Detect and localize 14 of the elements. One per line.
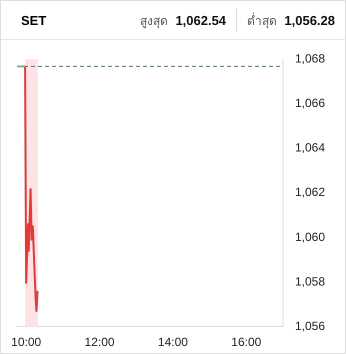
y-tick-label: 1,066: [294, 96, 326, 110]
x-tick-label: 14:00: [158, 335, 188, 350]
x-tick-label: 16:00: [231, 335, 262, 350]
y-tick-label: 1,062: [294, 185, 326, 200]
y-tick-label: 1,060: [294, 230, 326, 244]
y-tick-label: 1,056: [294, 318, 326, 333]
x-tick-label: 12:00: [84, 335, 115, 350]
x-tick-label: 10:00: [11, 335, 42, 350]
y-tick-label: 1,064: [294, 140, 326, 155]
text: ต่ำสุด 1,056.28: [246, 12, 336, 30]
y-tick-label: 1,068: [294, 52, 326, 66]
text: สูงสุด 1,062.54: [139, 12, 228, 30]
y-tick-label: 1,058: [294, 274, 326, 288]
chart-title: SET: [21, 12, 48, 28]
